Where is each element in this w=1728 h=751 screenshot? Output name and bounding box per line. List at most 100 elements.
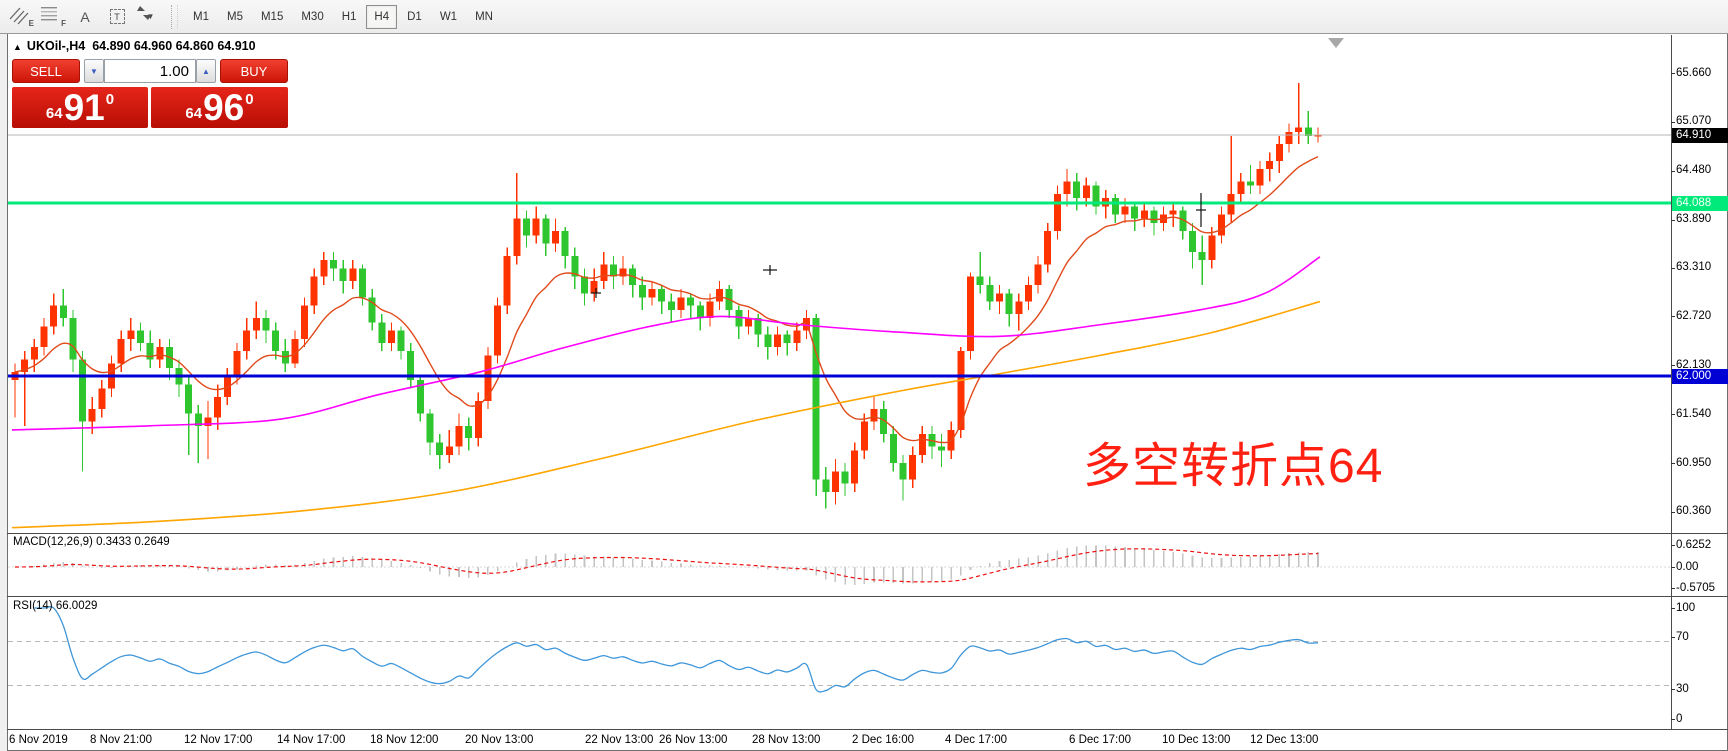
tick-mark <box>1671 121 1675 123</box>
text-label-button[interactable]: A <box>72 5 98 29</box>
sell-price-panel[interactable]: 64 91 0 <box>12 87 148 128</box>
price-tick: 63.890 <box>1676 213 1712 226</box>
indicator-axis-label: 0.00 <box>1676 560 1699 573</box>
timeframe-d1[interactable]: D1 <box>407 10 422 23</box>
toolbar: E F A T ▼ M1 M5 M15 M30 H1 H4 D1 W1 MN <box>0 0 1728 34</box>
channel-draw-button[interactable]: E <box>8 5 34 29</box>
symbol-period-label: UKOil-,H4 <box>26 39 86 53</box>
fibonacci-grid-button[interactable]: F <box>40 5 66 29</box>
price-tick: 65.660 <box>1676 66 1712 79</box>
annotation-text: 多空转折点64 <box>1083 440 1384 493</box>
timeframe-m5[interactable]: M5 <box>226 10 243 23</box>
rsi-label: RSI(14) 66.0029 <box>13 600 98 612</box>
time-tick: 8 Nov 21:00 <box>90 734 153 746</box>
arrows-icon <box>137 5 151 20</box>
indicator-axis-label: 30 <box>1676 682 1689 695</box>
channel-draw-sub: E <box>28 18 34 28</box>
price-tick: 60.950 <box>1676 456 1712 469</box>
time-tick: 12 Nov 17:00 <box>184 734 253 746</box>
time-tick: 6 Dec 17:00 <box>1069 734 1132 746</box>
time-tick: 26 Nov 13:00 <box>659 734 728 746</box>
time-tick: 20 Nov 13:00 <box>465 734 534 746</box>
tick-mark <box>1671 414 1675 416</box>
tick-mark <box>1671 637 1675 638</box>
macd-panel-separator[interactable] <box>7 533 1728 534</box>
tick-mark <box>1671 463 1675 465</box>
volume-decrease-button[interactable]: ▼ <box>84 59 104 83</box>
toolbar-separator <box>171 4 178 29</box>
timeframe-h4[interactable]: H4 <box>366 4 398 29</box>
price-badge: 64.910 <box>1672 127 1728 143</box>
sell-button-label: SELL <box>30 63 62 79</box>
timeframe-mn[interactable]: MN <box>475 10 493 23</box>
price-axis-line <box>1671 35 1672 729</box>
timeframe-m15[interactable]: M15 <box>260 10 284 23</box>
indicator-axis-label: 100 <box>1676 601 1696 614</box>
collapse-arrow-icon[interactable]: ▲ <box>13 42 22 52</box>
rsi-panel-separator[interactable] <box>7 596 1728 597</box>
time-tick: 22 Nov 13:00 <box>585 734 654 746</box>
tick-mark <box>1671 588 1675 589</box>
tick-mark <box>1671 689 1675 690</box>
tick-mark <box>1671 316 1675 318</box>
volume-input[interactable] <box>104 59 196 83</box>
text-label-icon: A <box>80 8 90 25</box>
buy-button-label: BUY <box>240 63 268 79</box>
timeframe-group: M1 M5 M15 M30 H1 H4 D1 W1 MN <box>184 4 502 29</box>
price-tick: 64.480 <box>1676 164 1712 177</box>
price-tick: 63.310 <box>1676 261 1712 274</box>
volume-increase-button[interactable]: ▲ <box>196 59 216 83</box>
text-box-icon: T <box>109 9 125 24</box>
spin-down-icon: ▼ <box>90 66 98 76</box>
time-tick: 4 Dec 17:00 <box>945 734 1008 746</box>
price-tick: 65.070 <box>1676 115 1712 128</box>
time-tick: 14 Nov 17:00 <box>277 734 346 746</box>
fibonacci-grid-sub: F <box>61 18 66 28</box>
indicator-axis-label: 0.6252 <box>1676 538 1712 551</box>
tick-mark <box>1671 719 1675 720</box>
time-tick: 28 Nov 13:00 <box>752 734 821 746</box>
tick-mark <box>1671 73 1675 74</box>
price-tick: 60.360 <box>1676 505 1712 518</box>
time-axis-border <box>7 729 1728 730</box>
text-box-button[interactable]: T <box>104 5 130 29</box>
price-badge: 62.000 <box>1672 368 1728 384</box>
buy-price-big: 96 <box>203 87 245 128</box>
time-tick: 12 Dec 13:00 <box>1250 734 1319 746</box>
indicator-axis-label: -0.5705 <box>1676 581 1716 594</box>
price-tick: 61.540 <box>1676 407 1712 420</box>
time-tick: 6 Nov 2019 <box>9 734 68 746</box>
tick-mark <box>1671 545 1675 546</box>
timeframe-w1[interactable]: W1 <box>439 10 458 23</box>
timeframe-m1[interactable]: M1 <box>193 10 209 23</box>
time-tick: 10 Dec 13:00 <box>1162 734 1231 746</box>
chart-title: ▲ UKOil-,H4 64.890 64.960 64.860 64.910 <box>13 39 256 53</box>
tick-mark <box>1671 365 1675 367</box>
chart-shift-triangle-icon[interactable] <box>1328 38 1344 48</box>
buy-price-small: 64 <box>185 105 203 122</box>
tick-mark <box>1671 608 1675 609</box>
channel-draw-icon <box>9 7 29 24</box>
price-tick: 62.720 <box>1676 309 1712 322</box>
indicator-axis-label: 70 <box>1676 630 1689 643</box>
buy-price-panel[interactable]: 64 96 0 <box>151 87 288 128</box>
sell-price-small: 64 <box>45 105 63 122</box>
indicator-axis-label: 0 <box>1676 712 1683 725</box>
macd-label: MACD(12,26,9) 0.3433 0.2649 <box>13 536 170 548</box>
sell-button[interactable]: SELL <box>12 59 80 83</box>
chevron-down-icon: ▼ <box>146 12 155 21</box>
tick-mark <box>1671 170 1675 172</box>
chart-window[interactable] <box>7 33 1728 751</box>
timeframe-m30[interactable]: M30 <box>301 10 324 23</box>
price-badge: 64.088 <box>1672 195 1728 211</box>
time-tick: 2 Dec 16:00 <box>852 734 915 746</box>
price-tick: 62.130 <box>1676 358 1712 371</box>
tick-mark <box>1671 219 1675 221</box>
tick-mark <box>1671 567 1675 568</box>
sell-price-big: 91 <box>63 87 105 128</box>
arrows-button[interactable]: ▼ <box>136 5 162 29</box>
buy-button[interactable]: BUY <box>220 59 288 83</box>
timeframe-h1[interactable]: H1 <box>341 10 357 23</box>
time-tick: 18 Nov 12:00 <box>370 734 439 746</box>
